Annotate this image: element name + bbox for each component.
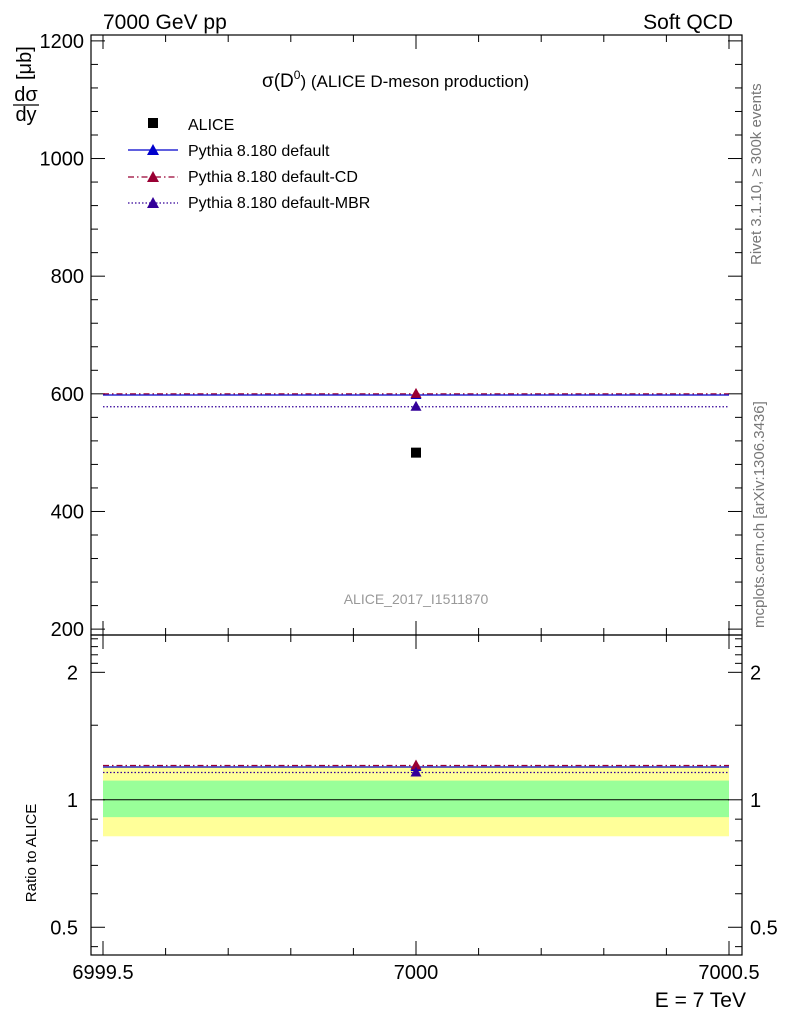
xtick-label: 6999.5 (72, 962, 133, 984)
legend-default-label: Pythia 8.180 default (188, 143, 330, 160)
legend-cd-marker (147, 171, 159, 182)
ytick-label: 600 (51, 384, 84, 406)
ratio-ytick-label-right: 2 (750, 662, 761, 684)
x-axis: 6999.5 7000 7000.5 (72, 35, 760, 984)
xlabel: E = 7 TeV (655, 989, 746, 1012)
header-left: 7000 GeV pp (103, 11, 227, 34)
ratio-ytick-label-right: 1 (750, 790, 761, 812)
title-superscript: 0 (294, 68, 301, 82)
legend-alice-label: ALICE (188, 117, 234, 134)
ratio-point-dashdot (410, 759, 422, 770)
ratio-ytick-label-left: 2 (67, 662, 78, 684)
ytick-label: 1000 (40, 149, 85, 171)
analysis-watermark: ALICE_2017_I1511870 (344, 591, 489, 607)
ytick-label: 400 (51, 501, 84, 523)
data-point-dotted (410, 400, 422, 411)
legend-mbr-marker (147, 197, 159, 208)
legend-cd-label: Pythia 8.180 default-CD (188, 169, 358, 186)
ratio-ylabel: Ratio to ALICE (23, 804, 40, 902)
legend-default-marker (147, 144, 159, 155)
ylabel-numerator: dσ (14, 84, 38, 106)
plot-title: σ(D0) (ALICE D-meson production) (262, 68, 529, 92)
ratio-plot-frame (90, 634, 743, 956)
ytick-label: 1200 (40, 31, 85, 53)
ytick-label: 200 (51, 619, 84, 641)
ratio-band-inner (103, 780, 729, 818)
xtick-label: 7000.5 (698, 962, 759, 984)
main-ylabel: dσ dy [μb] (13, 46, 39, 126)
ratio-band (103, 766, 729, 837)
xtick-label: 7000 (394, 962, 439, 984)
title-main: σ(D (262, 71, 294, 92)
ratio-ytick-label-left: 0.5 (50, 917, 78, 939)
ratio-y-axis: 0.5 0.5 1 1 2 2 (50, 638, 778, 948)
legend-alice-marker (148, 118, 158, 128)
ylabel-denominator: dy (15, 104, 36, 126)
ylabel-unit: [μb] (14, 46, 36, 80)
title-rest: ) (ALICE D-meson production) (300, 72, 529, 91)
legend: ALICE Pythia 8.180 default Pythia 8.180 … (128, 117, 370, 212)
ratio-ytick-label-right: 0.5 (750, 917, 778, 939)
mcplots-label: mcplots.cern.ch [arXiv:1306.3436] (751, 401, 768, 628)
ratio-point-dotted (410, 766, 422, 777)
data-point-dashdot (410, 387, 422, 398)
main-series (103, 387, 729, 458)
header-right: Soft QCD (643, 11, 733, 34)
ytick-label: 800 (51, 266, 84, 288)
legend-mbr-label: Pythia 8.180 default-MBR (188, 195, 370, 212)
main-y-axis: 200 400 600 800 1000 1200 (40, 31, 742, 641)
ratio-series (103, 759, 729, 777)
data-point-alice (411, 447, 421, 458)
rivet-label: Rivet 3.1.10, ≥ 300k events (748, 83, 765, 265)
ratio-ytick-label-left: 1 (67, 790, 78, 812)
